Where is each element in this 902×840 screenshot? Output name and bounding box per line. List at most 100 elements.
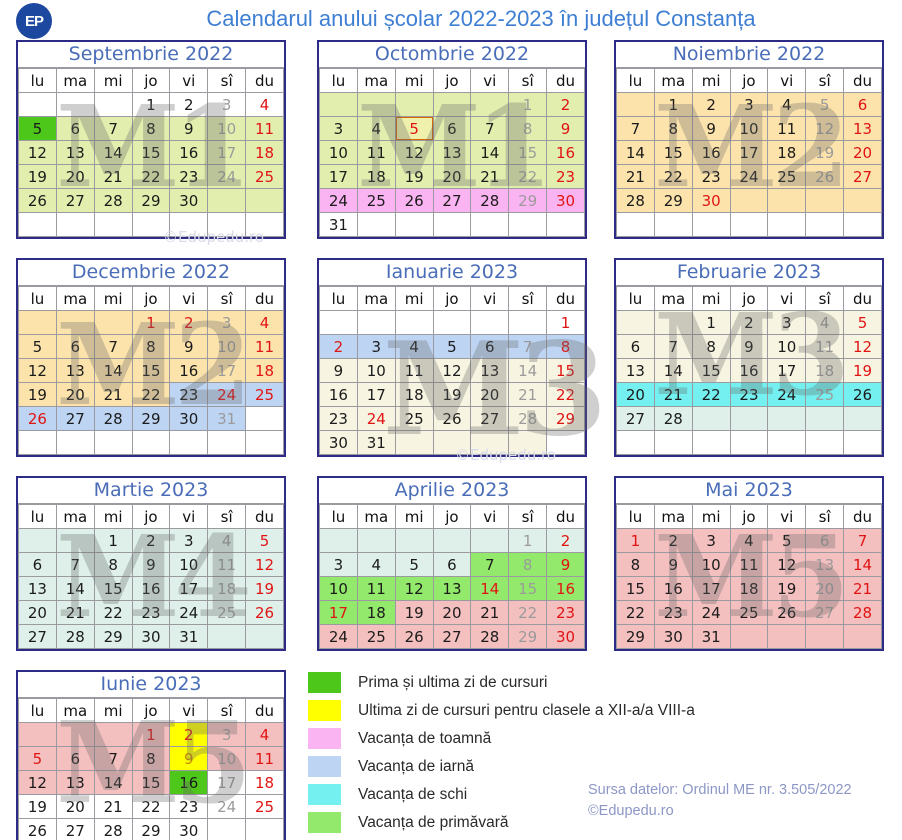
day-cell: 27 bbox=[470, 406, 510, 431]
weekday-header: jo bbox=[131, 286, 171, 311]
legend-item: Vacanța de toamnă bbox=[308, 728, 695, 749]
day-cell: 5 bbox=[18, 746, 57, 771]
weekday-header: vi bbox=[767, 286, 807, 311]
day-cell: 10 bbox=[729, 116, 769, 141]
day-cell: 27 bbox=[843, 164, 882, 189]
day-cell: 28 bbox=[843, 600, 882, 625]
day-cell: 1 bbox=[653, 92, 693, 117]
day-cell: 25 bbox=[394, 406, 434, 431]
day-cell bbox=[55, 528, 95, 553]
day-cell: 9 bbox=[169, 116, 209, 141]
day-cell: 31 bbox=[169, 624, 209, 649]
day-cell bbox=[394, 92, 434, 117]
day-cell bbox=[207, 188, 247, 213]
day-cell bbox=[729, 212, 769, 237]
weekday-header: ma bbox=[356, 68, 396, 93]
day-cell: 26 bbox=[394, 624, 434, 649]
day-cell: 17 bbox=[767, 358, 807, 383]
day-cell: 7 bbox=[616, 116, 655, 141]
day-cell: 23 bbox=[546, 164, 585, 189]
day-cell: 11 bbox=[805, 334, 845, 359]
day-cell: 17 bbox=[729, 140, 769, 165]
day-cell: 2 bbox=[169, 92, 209, 117]
day-cell: 5 bbox=[394, 552, 434, 577]
day-cell: 8 bbox=[508, 552, 548, 577]
day-cell: 6 bbox=[432, 552, 472, 577]
copyright-watermark: ©Edupedu.ro bbox=[163, 228, 265, 246]
day-cell: 20 bbox=[55, 794, 95, 819]
day-cell bbox=[93, 92, 133, 117]
day-cell: 7 bbox=[55, 552, 95, 577]
weekday-header: mi bbox=[93, 286, 133, 311]
day-cell: 17 bbox=[207, 770, 247, 795]
day-cell: 29 bbox=[508, 624, 548, 649]
day-cell bbox=[93, 310, 133, 335]
weekday-header: du bbox=[546, 68, 585, 93]
day-cell: 15 bbox=[691, 358, 731, 383]
day-cell: 3 bbox=[207, 722, 247, 747]
day-cell bbox=[843, 624, 882, 649]
day-cell: 19 bbox=[245, 576, 284, 601]
day-cell: 19 bbox=[18, 164, 57, 189]
day-cell: 31 bbox=[207, 406, 247, 431]
day-cell: 15 bbox=[508, 576, 548, 601]
day-cell bbox=[245, 212, 284, 237]
day-cell: 20 bbox=[616, 382, 655, 407]
day-cell: 11 bbox=[767, 116, 807, 141]
day-cell: 25 bbox=[245, 794, 284, 819]
day-cell: 28 bbox=[616, 188, 655, 213]
day-cell: 16 bbox=[653, 576, 693, 601]
day-cell: 28 bbox=[470, 188, 510, 213]
day-cell bbox=[207, 430, 247, 455]
day-cell: 14 bbox=[843, 552, 882, 577]
day-cell: 8 bbox=[93, 552, 133, 577]
weekday-header: vi bbox=[470, 504, 510, 529]
weekday-header: ma bbox=[653, 68, 693, 93]
day-cell bbox=[843, 212, 882, 237]
day-cell: 27 bbox=[616, 406, 655, 431]
day-cell: 14 bbox=[470, 140, 510, 165]
day-cell: 1 bbox=[93, 528, 133, 553]
month-calendar-aprilie: Aprilie 2023 lu ma mi jo vi sî du 1 2 3 4 5 6 7 8 9 10 11 1… bbox=[317, 476, 587, 651]
day-cell: 28 bbox=[93, 818, 133, 840]
day-cell: 22 bbox=[508, 164, 548, 189]
day-cell bbox=[729, 188, 769, 213]
day-cell: 5 bbox=[432, 334, 472, 359]
day-cell: 26 bbox=[18, 818, 57, 840]
day-cell: 2 bbox=[729, 310, 769, 335]
day-cell: 26 bbox=[432, 406, 472, 431]
month-title: Septembrie 2022 bbox=[18, 42, 284, 68]
day-cell: 11 bbox=[245, 116, 284, 141]
day-cell: 10 bbox=[356, 358, 396, 383]
day-cell bbox=[508, 212, 548, 237]
day-cell: 1 bbox=[131, 722, 171, 747]
day-cell: 10 bbox=[207, 746, 247, 771]
day-cell bbox=[432, 92, 472, 117]
day-cell: 31 bbox=[319, 212, 358, 237]
day-cell: 21 bbox=[93, 382, 133, 407]
day-cell: 7 bbox=[843, 528, 882, 553]
day-cell bbox=[470, 212, 510, 237]
legend-label: Vacanța de primăvară bbox=[358, 813, 509, 831]
day-cell: 2 bbox=[169, 310, 209, 335]
day-cell: 13 bbox=[432, 140, 472, 165]
weekday-header: mi bbox=[691, 286, 731, 311]
day-cell bbox=[18, 92, 57, 117]
day-cell: 13 bbox=[55, 770, 95, 795]
day-cell bbox=[18, 430, 57, 455]
legend-label: Prima și ultima zi de cursuri bbox=[358, 673, 548, 691]
day-cell: 25 bbox=[729, 600, 769, 625]
weekday-header: vi bbox=[169, 698, 209, 723]
day-cell: 12 bbox=[805, 116, 845, 141]
day-cell: 16 bbox=[319, 382, 358, 407]
day-cell: 4 bbox=[207, 528, 247, 553]
weekday-header: jo bbox=[729, 68, 769, 93]
weekday-header: sî bbox=[805, 286, 845, 311]
legend-item: Ultima zi de cursuri pentru clasele a XI… bbox=[308, 700, 695, 721]
day-cell: 15 bbox=[131, 770, 171, 795]
day-cell: 23 bbox=[691, 164, 731, 189]
day-cell bbox=[93, 722, 133, 747]
day-cell bbox=[805, 212, 845, 237]
day-cell: 20 bbox=[55, 382, 95, 407]
day-cell bbox=[470, 430, 510, 455]
